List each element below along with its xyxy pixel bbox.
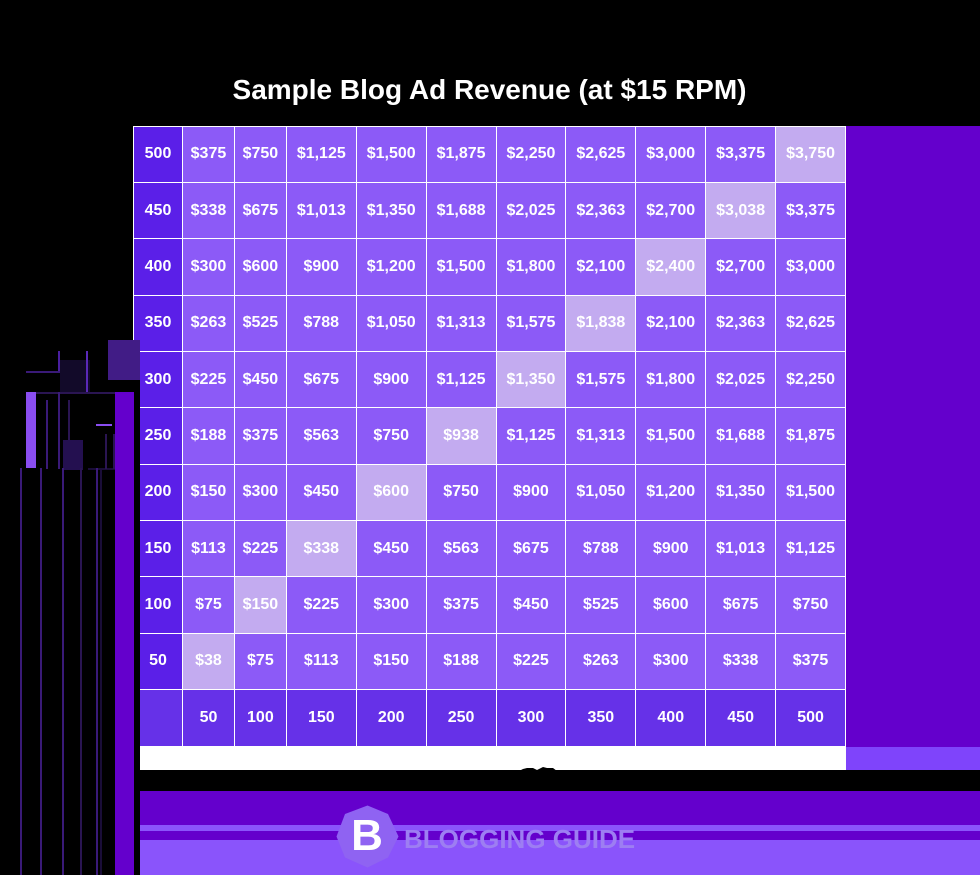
svg-text:B: B (351, 811, 383, 860)
